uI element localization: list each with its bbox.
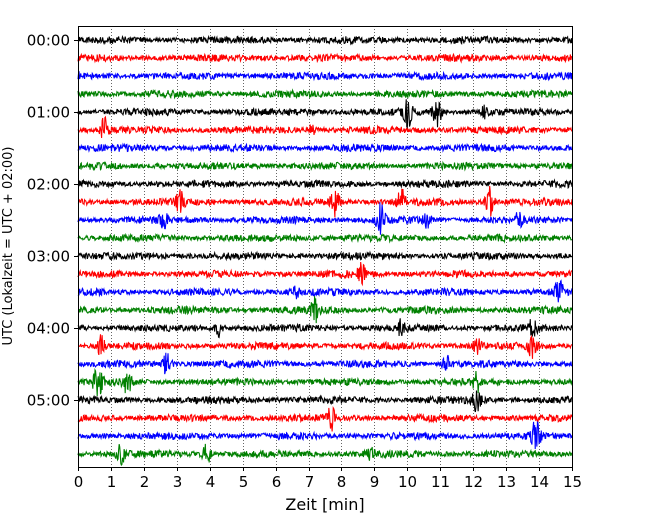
seismogram-traces <box>77 34 573 467</box>
x-tick-label-8: 8 <box>337 473 347 491</box>
x-tick-label-1: 1 <box>107 473 117 491</box>
y-tick-label-3: 03:00 <box>27 248 70 266</box>
x-tick-label-2: 2 <box>140 473 150 491</box>
trace-04:15 <box>77 334 573 359</box>
trace-05:30 <box>77 420 573 450</box>
trace-00:15 <box>77 52 573 64</box>
trace-02:15 <box>77 185 573 218</box>
trace-04:30 <box>77 352 573 375</box>
trace-01:30 <box>77 142 573 154</box>
trace-00:00 <box>77 34 573 46</box>
trace-03:30 <box>77 279 573 303</box>
trace-00:45 <box>77 88 573 100</box>
plot-frame <box>78 26 573 468</box>
trace-01:00 <box>77 99 573 130</box>
x-tick-label-3: 3 <box>173 473 183 491</box>
trace-00:30 <box>77 70 573 82</box>
x-axis-ticks: 0 1 2 3 4 5 6 7 8 9 10 11 12 13 14 15 <box>74 467 582 491</box>
x-tick-label-0: 0 <box>74 473 84 491</box>
x-tick-label-15: 15 <box>563 473 582 491</box>
x-tick-label-7: 7 <box>305 473 315 491</box>
x-tick-label-6: 6 <box>272 473 282 491</box>
x-axis-label: Zeit [min] <box>285 495 364 514</box>
x-tick-label-5: 5 <box>239 473 249 491</box>
trace-04:00 <box>77 318 573 339</box>
y-tick-label-5: 05:00 <box>27 392 70 410</box>
y-axis-ticks: 00:00 01:00 02:00 03:00 04:00 05:00 <box>27 32 78 410</box>
trace-03:45 <box>77 296 573 324</box>
trace-04:45 <box>77 367 573 396</box>
x-tick-label-4: 4 <box>206 473 216 491</box>
x-tick-label-14: 14 <box>530 473 549 491</box>
trace-01:45 <box>77 160 573 172</box>
trace-03:00 <box>77 250 573 262</box>
y-axis-label: UTC (Lokalzeit = UTC + 02:00) <box>1 147 16 346</box>
x-tick-label-9: 9 <box>370 473 380 491</box>
y-tick-label-4: 04:00 <box>27 320 70 338</box>
y-tick-label-1: 01:00 <box>27 104 70 122</box>
trace-01:15 <box>77 115 573 138</box>
x-tick-label-10: 10 <box>398 473 417 491</box>
x-tick-label-13: 13 <box>497 473 516 491</box>
y-tick-label-0: 00:00 <box>27 32 70 50</box>
trace-02:00 <box>77 178 573 190</box>
trace-05:45 <box>77 443 573 467</box>
trace-03:15 <box>77 261 573 287</box>
y-tick-label-2: 02:00 <box>27 176 70 194</box>
trace-05:15 <box>77 405 573 432</box>
trace-05:00 <box>77 390 573 413</box>
trace-02:30 <box>77 202 573 235</box>
x-tick-label-11: 11 <box>431 473 450 491</box>
x-tick-label-12: 12 <box>464 473 483 491</box>
trace-02:45 <box>77 232 573 244</box>
